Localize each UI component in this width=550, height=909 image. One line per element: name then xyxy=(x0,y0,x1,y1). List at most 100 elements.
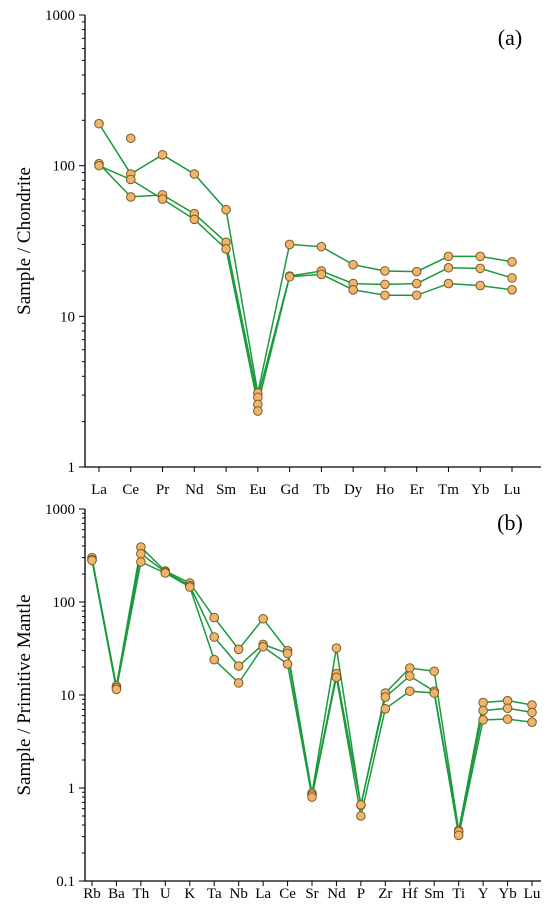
x-tick-label-pr: Pr xyxy=(156,482,169,498)
series-2-point-tm xyxy=(443,262,454,273)
series-2-point-lu xyxy=(527,707,537,718)
series-3-line xyxy=(98,165,513,405)
series-3-point-zr xyxy=(380,704,391,714)
panel-a-label: (a) xyxy=(498,25,522,50)
panel-b-primitive-mantle-plot: (b) Sample / Primitive Mantle 0.1 1 10 100 1… xyxy=(14,502,541,902)
series-3-point-lu xyxy=(527,717,537,727)
series-1-point-gd xyxy=(284,239,295,250)
series-1-point-la xyxy=(258,613,268,624)
series-3-point-u xyxy=(160,568,171,578)
x-tick-label-tm: Tm xyxy=(438,482,459,498)
series-2-line xyxy=(98,163,513,398)
x-tick-label-nd: Nd xyxy=(185,482,204,498)
y-tick-label: 10 xyxy=(60,688,75,704)
series-2-point-hf xyxy=(404,671,415,681)
series-3-point-la xyxy=(94,160,104,171)
x-tick-label-k: K xyxy=(184,886,195,902)
x-tick-label-sm: Sm xyxy=(424,886,444,902)
y-tick-label: 1000 xyxy=(45,8,75,24)
series-1-point-pr xyxy=(157,150,168,160)
series-3-point-nd xyxy=(189,214,200,225)
series-3-point-ti xyxy=(453,830,464,841)
x-tick-label-ce: Ce xyxy=(279,886,296,902)
extra-point-eu xyxy=(253,406,263,416)
series-1-point-sm xyxy=(429,666,440,677)
x-tick-label-yb: Yb xyxy=(471,482,489,498)
series-1-point-ho xyxy=(380,266,390,276)
series-2-point-zr xyxy=(380,692,391,702)
x-tick-label-p: P xyxy=(357,886,365,902)
x-tick-label-la: La xyxy=(255,886,271,902)
series-2-point-yb xyxy=(502,703,513,714)
x-tick-label-ho: Ho xyxy=(376,482,394,498)
series-1-point-yb xyxy=(475,251,486,262)
series-1-point-nd xyxy=(189,169,200,179)
y-tick-label: 100 xyxy=(53,159,76,175)
y-tick-label: 10 xyxy=(60,309,75,325)
series-3-point-p xyxy=(356,811,366,821)
series-1-line xyxy=(91,545,533,831)
series-2-point-ho xyxy=(380,279,390,290)
series-1-point-ta xyxy=(209,612,220,623)
series-2-point-er xyxy=(411,278,422,289)
series-1-point-dy xyxy=(348,259,358,270)
y-tick-label: 1 xyxy=(68,460,76,476)
x-tick-label-rb: Rb xyxy=(83,886,101,902)
series-2-point-p xyxy=(356,799,366,810)
x-tick-label-nb: Nb xyxy=(229,886,247,902)
x-tick-label-ba: Ba xyxy=(108,886,125,902)
series-3-point-nd xyxy=(331,672,342,683)
series-1-point-y xyxy=(478,697,488,708)
series-3-point-er xyxy=(411,290,422,301)
series-3-point-ce xyxy=(125,174,136,185)
series-3-point-ce xyxy=(282,659,293,669)
y-tick-label: 0.1 xyxy=(56,874,75,890)
x-tick-label-lu: Lu xyxy=(504,482,521,498)
series-3-point-nb xyxy=(233,678,244,688)
series-2-point-yb xyxy=(475,263,486,274)
series-3-point-k xyxy=(184,582,195,592)
x-tick-label-ti: Ti xyxy=(452,886,465,902)
extra-point-ce xyxy=(125,133,136,144)
series-3-point-ho xyxy=(380,290,390,301)
series-3-point-sm xyxy=(429,688,440,698)
panel-a-ylabel: Sample / Chondrite xyxy=(14,167,35,315)
series-3-point-lu xyxy=(507,285,517,295)
series-3-point-sr xyxy=(307,792,317,802)
series-1-point-tb xyxy=(316,241,327,252)
series-3-point-y xyxy=(478,715,488,725)
series-3-point-pr xyxy=(157,194,168,204)
series-3-point-rb xyxy=(87,555,97,566)
series-3-point-yb xyxy=(502,714,513,724)
series-3-point-tb xyxy=(316,269,327,280)
series-2-point-ta xyxy=(209,632,220,642)
x-tick-label-yb: Yb xyxy=(498,886,516,902)
series-1-point-lu xyxy=(507,257,517,267)
y-tick-label: 1 xyxy=(68,781,76,797)
series-3-point-gd xyxy=(284,271,295,282)
series-1-point-hf xyxy=(404,663,415,673)
series-1-point-nb xyxy=(233,644,244,655)
x-tick-label-eu: Eu xyxy=(250,482,267,498)
series-2-point-ce xyxy=(125,192,136,202)
series-2-point-nb xyxy=(233,661,244,671)
series-1-point-la xyxy=(94,118,104,129)
series-1-point-nd xyxy=(331,643,342,653)
series-2-point-ce xyxy=(282,648,293,659)
x-tick-label-gd: Gd xyxy=(280,482,299,498)
x-tick-label-tb: Tb xyxy=(313,482,330,498)
y-tick-label: 1000 xyxy=(45,502,75,518)
panel-b-label: (b) xyxy=(497,510,523,535)
series-1-point-sm xyxy=(221,204,231,215)
series-2-point-lu xyxy=(507,273,517,283)
x-tick-label-u: U xyxy=(160,886,171,902)
panel-b-ylabel: Sample / Primitive Mantle xyxy=(14,594,35,795)
series-3-point-tm xyxy=(443,278,454,289)
x-tick-label-hf: Hf xyxy=(402,886,418,902)
x-tick-label-ce: Ce xyxy=(122,482,139,498)
series-1-point-tm xyxy=(443,251,454,262)
series-3-point-sm xyxy=(221,244,231,254)
series-2-point-th xyxy=(136,548,146,559)
panel-a-chondrite-plot: (a) Sample / Chondrite 1 10 100 1000 La Ce Pr N… xyxy=(14,8,541,498)
